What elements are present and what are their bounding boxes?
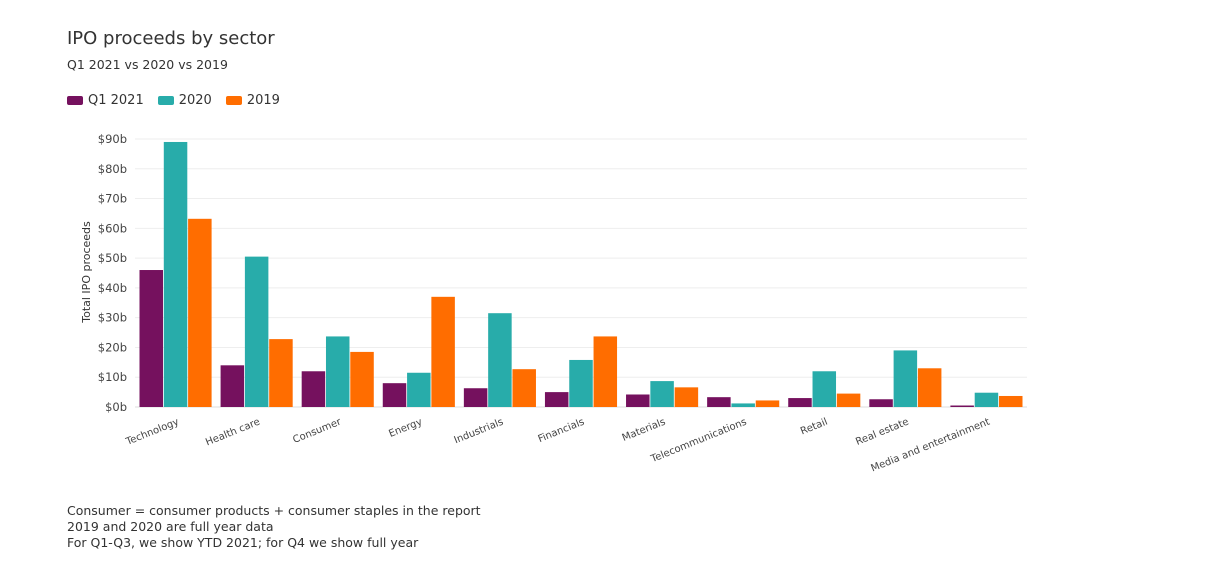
legend-item-q1-2021[interactable]: Q1 2021 [67,93,144,108]
chart-title: IPO proceeds by sector [67,28,275,49]
bar-q1-2021-real-estate[interactable] [869,399,893,407]
x-axis: Technology Health care Consumer Energy Indus… [124,416,992,474]
bar-q1-2021-technology[interactable] [139,270,163,407]
note-full-year-data: 2019 and 2020 are full year data [67,519,274,534]
y-tick-label: $40b [98,281,127,295]
bar-2020-financials[interactable] [569,359,593,407]
bar-q1-2021-consumer[interactable] [301,371,326,407]
y-tick-label: $90b [98,132,127,146]
legend-label-2020: 2020 [178,93,212,108]
bar-q1-2021-media-and-entertainment[interactable] [950,405,974,407]
bar-2020-health-care[interactable] [244,256,269,407]
bar-q1-2021-retail[interactable] [788,398,812,407]
bar-q1-2021-telecommunications[interactable] [707,397,731,407]
bar-2020-energy[interactable] [407,372,431,407]
x-tick-label: Retail [799,417,829,438]
bar-q1-2021-materials[interactable] [626,394,650,407]
x-tick-label: Consumer [291,416,343,446]
legend-swatch-2020 [157,96,174,105]
bar-2019-health-care[interactable] [269,339,293,407]
legend-label-2019: 2019 [246,93,280,108]
y-tick-label: $80b [98,162,127,176]
x-tick-label: Materials [621,417,668,444]
y-tick-label: $60b [98,221,127,235]
bar-2020-materials[interactable] [650,381,674,407]
y-tick-label: $30b [98,311,127,325]
bar-q1-2021-industrials[interactable] [463,388,488,407]
y-tick-label: $70b [98,192,127,206]
bar-2020-technology[interactable] [163,141,188,407]
y-tick-label: $10b [98,370,127,384]
bar-2019-telecommunications[interactable] [755,400,780,407]
bar-2019-technology[interactable] [188,218,212,407]
chart-notes: Consumer = consumer products + consumer … [67,503,481,551]
x-tick-label: Technology [124,417,181,449]
x-tick-label: Financials [537,417,587,446]
legend-swatch-q1-2021 [67,96,83,105]
bar-2020-retail[interactable] [812,371,837,407]
bar-2020-media-and-entertainment[interactable] [974,392,999,407]
chart-legend: Q1 2021 2020 2019 [67,93,280,108]
bars [139,141,1023,407]
bar-q1-2021-financials[interactable] [544,392,569,407]
x-tick-label: Real estate [854,417,910,448]
bar-2019-energy[interactable] [431,296,455,407]
y-axis: $0b $10b $20b $30b $40b $50b $60b $70b $80b $90b [98,132,127,414]
bar-2019-consumer[interactable] [350,351,374,407]
bar-2019-real-estate[interactable] [917,368,942,407]
bar-2020-industrials[interactable] [488,313,512,407]
bar-2019-financials[interactable] [593,336,618,407]
bar-2020-telecommunications[interactable] [731,403,755,407]
legend-swatch-2019 [225,96,242,105]
x-tick-label: Energy [387,417,424,440]
bar-q1-2021-health-care[interactable] [220,365,245,407]
bar-q1-2021-energy[interactable] [382,383,407,407]
legend-item-2019[interactable]: 2019 [225,93,280,108]
x-tick-label: Industrials [453,417,505,447]
bar-2019-media-and-entertainment[interactable] [999,395,1023,407]
legend-item-2020[interactable]: 2020 [157,93,212,108]
y-tick-label: $50b [98,251,127,265]
bar-2020-consumer[interactable] [325,336,350,407]
y-axis-label: Total IPO proceeds [80,221,93,324]
chart-subtitle: Q1 2021 vs 2020 vs 2019 [67,57,228,72]
bar-2019-industrials[interactable] [512,369,536,407]
legend-label-q1-2021: Q1 2021 [88,93,144,108]
y-tick-label: $20b [98,340,127,354]
bar-2020-real-estate[interactable] [893,350,918,407]
x-tick-label: Health care [204,417,262,449]
note-consumer-definition: Consumer = consumer products + consumer … [67,503,481,518]
note-ytd-explanation: For Q1-Q3, we show YTD 2021; for Q4 we s… [67,535,419,550]
bar-2019-materials[interactable] [674,387,699,407]
bar-2019-retail[interactable] [836,393,861,407]
y-tick-label: $0b [105,400,127,414]
